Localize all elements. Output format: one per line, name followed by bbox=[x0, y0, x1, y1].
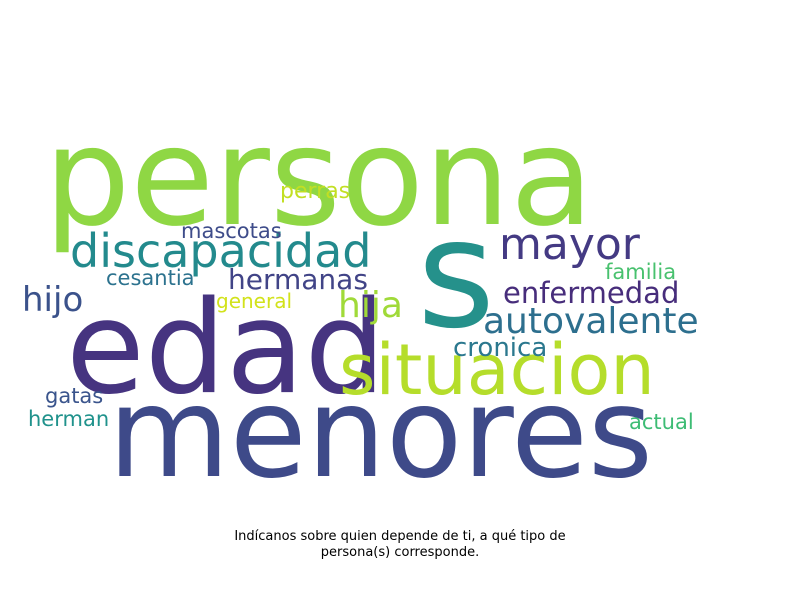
word-mayor: mayor bbox=[499, 219, 640, 270]
word-cronica: cronica bbox=[453, 333, 548, 363]
word-cesantia: cesantia bbox=[106, 266, 195, 290]
word-s: s bbox=[417, 188, 496, 362]
word-autovalente: autovalente bbox=[483, 301, 699, 342]
word-herman: herman bbox=[28, 407, 110, 431]
caption-line-2: persona(s) corresponde. bbox=[320, 545, 480, 560]
word-actual: actual bbox=[629, 410, 694, 434]
word-hermanas: hermanas bbox=[228, 263, 368, 296]
word-menores: menores bbox=[108, 361, 654, 506]
word-situacion: situacion bbox=[339, 329, 655, 411]
word-mascotas: mascotas bbox=[181, 219, 282, 243]
word-edad: edad bbox=[66, 274, 386, 423]
word-familia: familia bbox=[605, 260, 677, 284]
word-hijo: hijo bbox=[22, 280, 84, 320]
caption-line-1: Indícanos sobre quien depende de ti, a q… bbox=[234, 529, 566, 544]
word-discapacidad: discapacidad bbox=[70, 224, 372, 278]
word-hija: hija bbox=[338, 285, 403, 326]
figure-caption: Indícanos sobre quien depende de ti, a q… bbox=[0, 529, 800, 561]
word-perras: perras bbox=[280, 179, 351, 204]
word-general: general bbox=[216, 289, 293, 313]
word-gatas: gatas bbox=[45, 384, 104, 408]
word-persona: persona bbox=[44, 99, 594, 257]
word-enfermedad: enfermedad bbox=[503, 276, 680, 310]
